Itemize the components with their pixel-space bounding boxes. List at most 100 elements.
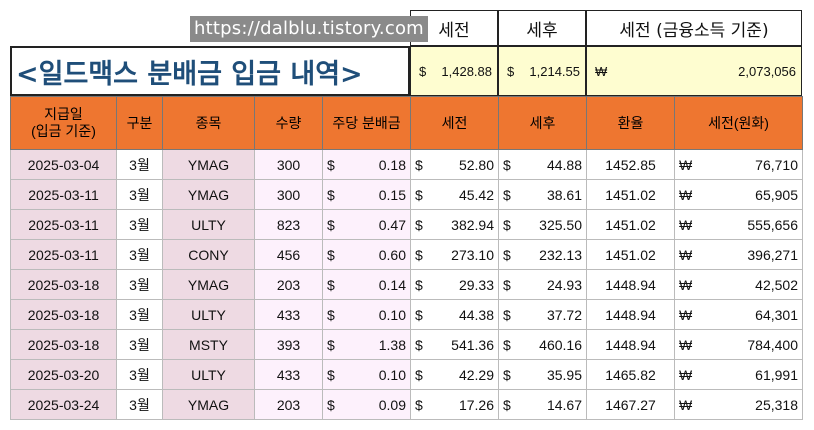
cell-fx: 1451.02	[586, 209, 675, 240]
cell-dps-value: 0.10	[378, 306, 406, 323]
cell-posttax-value: 44.88	[546, 156, 582, 173]
cell-posttax-value: 24.93	[546, 276, 582, 293]
cell-dps: $0.10	[322, 299, 411, 330]
cell-posttax-value: 14.67	[546, 396, 582, 413]
cell-fx: 1448.94	[586, 269, 675, 300]
currency-symbol: $	[327, 306, 335, 323]
cell-pretax-value: 44.38	[458, 306, 494, 323]
currency-symbol: $	[415, 366, 423, 383]
currency-symbol: $	[503, 156, 511, 173]
table-row: 2025-03-18 3월 MSTY 393 $1.38 $541.36 $460.16 14…	[10, 329, 803, 360]
cell-pretax: $273.10	[410, 239, 499, 270]
cell-posttax-value: 460.16	[539, 336, 582, 353]
cell-pretax-krw-value: 42,502	[755, 276, 798, 293]
table-row: 2025-03-24 3월 YMAG 203 $0.09 $17.26 $14.67 1467…	[10, 389, 803, 420]
cell-pretax-krw-value: 25,318	[755, 396, 798, 413]
cell-pretax: $45.42	[410, 179, 499, 210]
currency-symbol: $	[327, 396, 335, 413]
cell-type: 3월	[116, 329, 163, 360]
col-posttax-header: 세후	[498, 96, 587, 150]
cell-pretax: $44.38	[410, 299, 499, 330]
cell-posttax: $24.93	[498, 269, 587, 300]
cell-type: 3월	[116, 149, 163, 180]
cell-posttax: $38.61	[498, 179, 587, 210]
distribution-table: 지급일 (입금 기준) 구분 종목 수량 주당 분배금 세전 세후 환율 세전(원화) 2025…	[10, 96, 803, 420]
cell-posttax-value: 35.95	[546, 366, 582, 383]
cell-type: 3월	[116, 269, 163, 300]
cell-pretax-value: 29.33	[458, 276, 494, 293]
cell-pretax: $382.94	[410, 209, 499, 240]
cell-posttax-value: 232.13	[539, 246, 582, 263]
col-type-header: 구분	[116, 96, 163, 150]
cell-posttax: $460.16	[498, 329, 587, 360]
currency-symbol: $	[327, 276, 335, 293]
cell-pretax-krw: ₩76,710	[674, 149, 803, 180]
cell-posttax-value: 38.61	[546, 186, 582, 203]
cell-pretax-value: 52.80	[458, 156, 494, 173]
currency-symbol: $	[503, 336, 511, 353]
cell-date: 2025-03-11	[10, 239, 117, 270]
cell-fx: 1467.27	[586, 389, 675, 420]
cell-qty: 300	[254, 149, 323, 180]
cell-dps: $0.10	[322, 359, 411, 390]
cell-posttax-value: 37.72	[546, 306, 582, 323]
summary-header-pretax-krw: 세전 (금융소득 기준)	[586, 10, 802, 46]
currency-symbol: $	[327, 366, 335, 383]
currency-symbol: $	[415, 396, 423, 413]
cell-posttax: $232.13	[498, 239, 587, 270]
cell-qty: 393	[254, 329, 323, 360]
cell-date: 2025-03-11	[10, 179, 117, 210]
currency-symbol: $	[415, 276, 423, 293]
cell-pretax-value: 382.94	[451, 216, 494, 233]
col-qty-header: 수량	[254, 96, 323, 150]
currency-symbol: $	[503, 366, 511, 383]
currency-symbol: $	[327, 156, 335, 173]
table-header-row: 지급일 (입금 기준) 구분 종목 수량 주당 분배금 세전 세후 환율 세전(원화)	[10, 96, 803, 150]
cell-dps-value: 0.10	[378, 366, 406, 383]
currency-symbol: ₩	[679, 246, 693, 263]
cell-qty: 203	[254, 389, 323, 420]
cell-qty: 433	[254, 299, 323, 330]
cell-fx: 1451.02	[586, 179, 675, 210]
currency-symbol: $	[415, 246, 423, 263]
cell-pretax-krw-value: 64,301	[755, 306, 798, 323]
cell-dps-value: 0.09	[378, 396, 406, 413]
currency-symbol: $	[507, 63, 515, 79]
cell-date: 2025-03-04	[10, 149, 117, 180]
col-pretax-krw-header: 세전(원화)	[674, 96, 803, 150]
cell-qty: 300	[254, 179, 323, 210]
cell-dps-value: 0.47	[378, 216, 406, 233]
cell-ticker: ULTY	[162, 209, 255, 240]
cell-dps: $0.60	[322, 239, 411, 270]
cell-type: 3월	[116, 389, 163, 420]
cell-dps-value: 0.60	[378, 246, 406, 263]
cell-ticker: MSTY	[162, 329, 255, 360]
cell-pretax-value: 42.29	[458, 366, 494, 383]
cell-ticker: YMAG	[162, 269, 255, 300]
table-row: 2025-03-11 3월 YMAG 300 $0.15 $45.42 $38.61 1451…	[10, 179, 803, 210]
col-pretax-header: 세전	[410, 96, 499, 150]
page-title: <일드맥스 분배금 입금 내역>	[10, 46, 410, 96]
cell-fx: 1448.94	[586, 329, 675, 360]
cell-type: 3월	[116, 209, 163, 240]
cell-fx: 1465.82	[586, 359, 675, 390]
cell-pretax: $29.33	[410, 269, 499, 300]
currency-symbol: $	[327, 336, 335, 353]
cell-date: 2025-03-20	[10, 359, 117, 390]
cell-fx: 1452.85	[586, 149, 675, 180]
cell-dps: $0.09	[322, 389, 411, 420]
watermark: https://dalblu.tistory.com	[190, 16, 428, 42]
currency-symbol: $	[503, 276, 511, 293]
currency-symbol: $	[415, 336, 423, 353]
cell-posttax: $37.72	[498, 299, 587, 330]
cell-dps: $0.18	[322, 149, 411, 180]
currency-symbol: ₩	[679, 156, 693, 173]
cell-pretax-krw: ₩784,400	[674, 329, 803, 360]
col-dps-header: 주당 분배금	[322, 96, 411, 150]
currency-symbol: $	[415, 186, 423, 203]
summary-posttax: $ 1,214.55	[498, 46, 586, 96]
cell-fx: 1448.94	[586, 299, 675, 330]
summary-pretax-krw: ₩ 2,073,056	[586, 46, 802, 96]
currency-symbol: ₩	[679, 186, 693, 203]
cell-date: 2025-03-18	[10, 269, 117, 300]
